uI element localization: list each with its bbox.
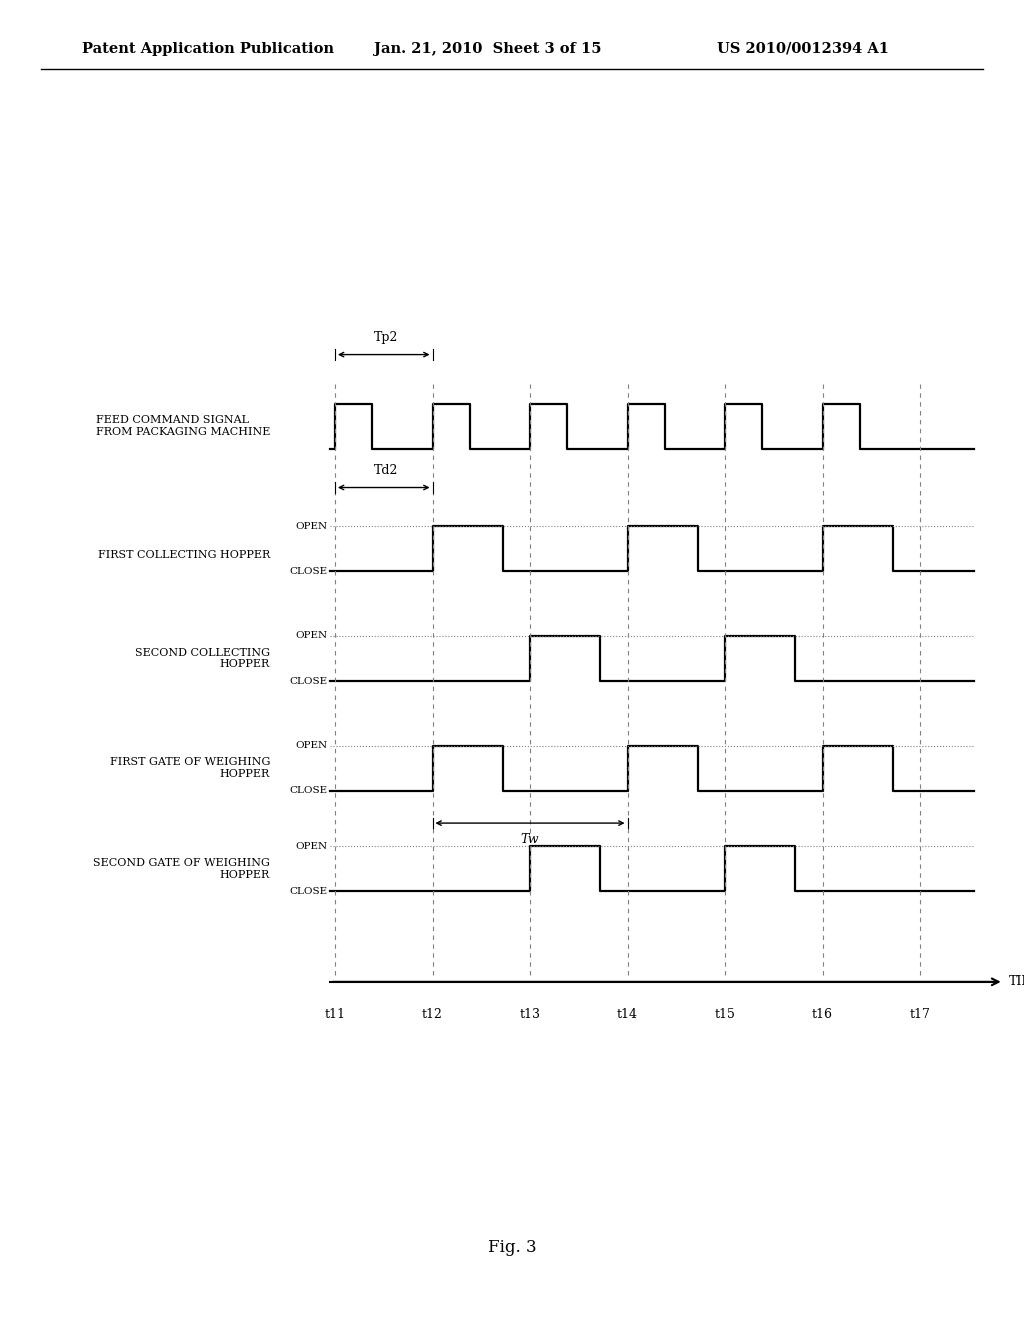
Text: SECOND COLLECTING
HOPPER: SECOND COLLECTING HOPPER: [135, 648, 270, 669]
Text: Tp2: Tp2: [374, 331, 398, 345]
Text: SECOND GATE OF WEIGHING
HOPPER: SECOND GATE OF WEIGHING HOPPER: [93, 858, 270, 879]
Text: TIME: TIME: [1009, 975, 1024, 989]
Text: CLOSE: CLOSE: [289, 677, 327, 685]
Text: FEED COMMAND SIGNAL
FROM PACKAGING MACHINE: FEED COMMAND SIGNAL FROM PACKAGING MACHI…: [95, 416, 270, 437]
Text: US 2010/0012394 A1: US 2010/0012394 A1: [717, 42, 889, 55]
Text: t12: t12: [422, 1007, 443, 1020]
Text: OPEN: OPEN: [295, 741, 327, 750]
Text: CLOSE: CLOSE: [289, 566, 327, 576]
Text: FIRST GATE OF WEIGHING
HOPPER: FIRST GATE OF WEIGHING HOPPER: [110, 758, 270, 779]
Text: t14: t14: [617, 1007, 638, 1020]
Text: t17: t17: [909, 1007, 931, 1020]
Text: OPEN: OPEN: [295, 521, 327, 531]
Text: t13: t13: [519, 1007, 541, 1020]
Text: Tw: Tw: [520, 833, 540, 846]
Text: CLOSE: CLOSE: [289, 787, 327, 796]
Text: t11: t11: [325, 1007, 345, 1020]
Text: OPEN: OPEN: [295, 842, 327, 851]
Text: Fig. 3: Fig. 3: [487, 1239, 537, 1255]
Text: CLOSE: CLOSE: [289, 887, 327, 896]
Text: FIRST COLLECTING HOPPER: FIRST COLLECTING HOPPER: [97, 550, 270, 560]
Text: Jan. 21, 2010  Sheet 3 of 15: Jan. 21, 2010 Sheet 3 of 15: [374, 42, 601, 55]
Text: Patent Application Publication: Patent Application Publication: [82, 42, 334, 55]
Text: OPEN: OPEN: [295, 631, 327, 640]
Text: Td2: Td2: [374, 465, 398, 478]
Text: t15: t15: [715, 1007, 735, 1020]
Text: t16: t16: [812, 1007, 833, 1020]
